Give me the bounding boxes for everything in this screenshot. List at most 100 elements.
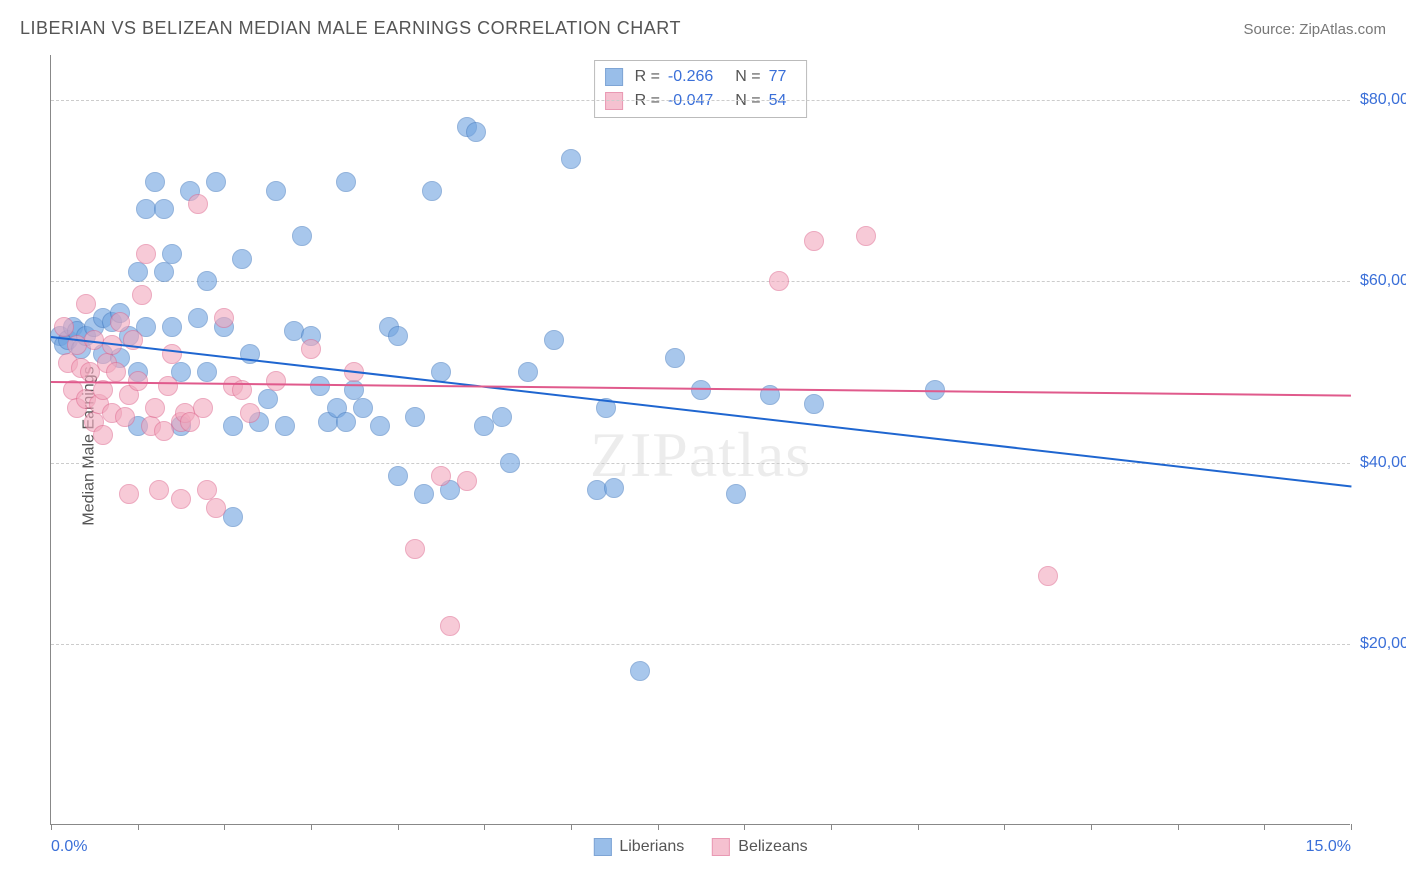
data-point [162,317,182,337]
data-point [54,317,74,337]
data-point [106,362,126,382]
data-point [162,344,182,364]
data-point [188,308,208,328]
data-point [197,362,217,382]
data-point [76,294,96,314]
data-point [336,412,356,432]
data-point [804,394,824,414]
data-point [266,181,286,201]
series-legend-item: Belizeans [712,838,807,856]
series-legend: Liberians Belizeans [593,838,807,856]
data-point [370,416,390,436]
data-point [206,498,226,518]
chart-source: Source: ZipAtlas.com [1243,21,1386,38]
data-point [258,389,278,409]
data-point [457,471,477,491]
data-point [414,484,434,504]
x-tick-label-min: 0.0% [51,838,87,856]
data-point [440,616,460,636]
series-label: Liberians [619,838,684,856]
y-tick-label: $40,000 [1360,454,1406,472]
grid-line [51,281,1350,282]
data-point [804,231,824,251]
data-point [431,466,451,486]
data-point [223,507,243,527]
data-point [630,661,650,681]
y-tick-label: $20,000 [1360,635,1406,653]
data-point [149,480,169,500]
n-value: 77 [769,65,787,89]
data-point [275,416,295,436]
data-point [154,262,174,282]
data-point [223,416,243,436]
x-tick [1091,824,1092,830]
series-label: Belizeans [738,838,807,856]
data-point [171,489,191,509]
x-tick [1351,824,1352,830]
data-point [769,271,789,291]
x-tick [484,824,485,830]
x-tick [311,824,312,830]
data-point [500,453,520,473]
legend-swatch [593,838,611,856]
x-tick [51,824,52,830]
data-point [115,407,135,427]
data-point [128,262,148,282]
data-point [388,326,408,346]
stats-legend: R =-0.266N =77R =-0.047N =54 [594,60,808,118]
data-point [691,380,711,400]
data-point [145,398,165,418]
data-point [353,398,373,418]
x-tick [1264,824,1265,830]
data-point [544,330,564,350]
r-label: R = [635,65,660,89]
data-point [266,371,286,391]
chart-title: LIBERIAN VS BELIZEAN MEDIAN MALE EARNING… [20,18,681,39]
data-point [232,249,252,269]
data-point [292,226,312,246]
data-point [193,398,213,418]
x-tick [398,824,399,830]
data-point [1038,566,1058,586]
x-tick [571,824,572,830]
x-tick [744,824,745,830]
legend-swatch [712,838,730,856]
data-point [119,484,139,504]
data-point [145,172,165,192]
data-point [240,403,260,423]
x-tick [138,824,139,830]
legend-swatch [605,68,623,86]
x-tick [658,824,659,830]
data-point [405,407,425,427]
data-point [301,339,321,359]
data-point [154,199,174,219]
data-point [561,149,581,169]
data-point [132,285,152,305]
data-point [214,308,234,328]
x-tick [831,824,832,830]
r-value: -0.266 [668,65,713,89]
data-point [492,407,512,427]
data-point [336,172,356,192]
x-tick [1004,824,1005,830]
y-tick-label: $60,000 [1360,272,1406,290]
data-point [665,348,685,368]
y-tick-label: $80,000 [1360,91,1406,109]
stats-row: R =-0.266N =77 [605,65,797,89]
watermark: ZIPatlas [590,418,811,492]
data-point [388,466,408,486]
plot-area: ZIPatlas R =-0.266N =77R =-0.047N =54 Li… [50,55,1350,825]
grid-line [51,100,1350,101]
x-tick-label-max: 15.0% [1306,838,1351,856]
data-point [197,271,217,291]
data-point [136,244,156,264]
x-tick [224,824,225,830]
grid-line [51,644,1350,645]
data-point [206,172,226,192]
data-point [197,480,217,500]
x-tick [1178,824,1179,830]
data-point [158,376,178,396]
data-point [110,312,130,332]
data-point [422,181,442,201]
data-point [162,244,182,264]
